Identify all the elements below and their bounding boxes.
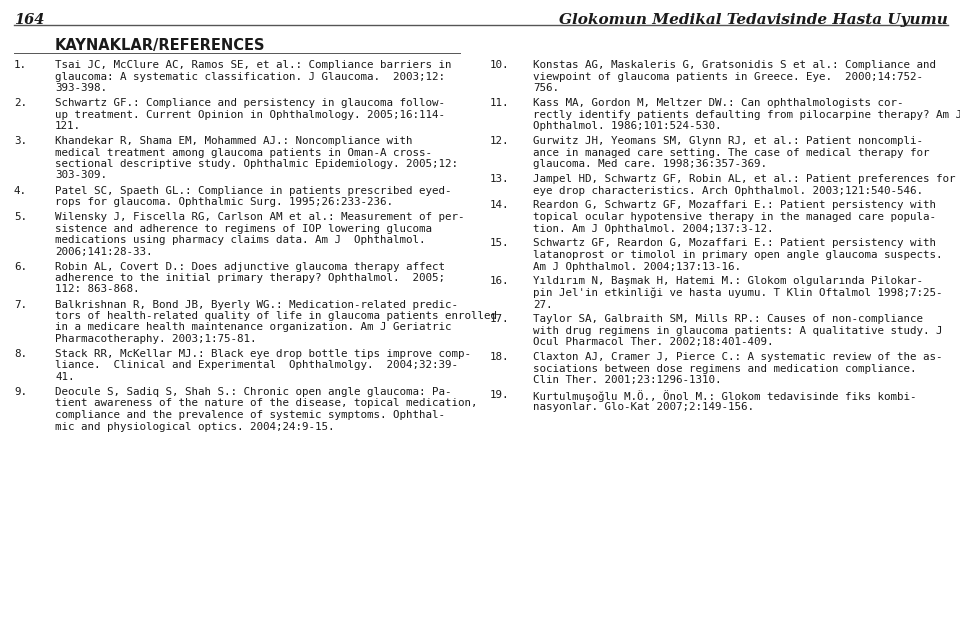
Text: nasyonlar. Glo-Kat 2007;2:149-156.: nasyonlar. Glo-Kat 2007;2:149-156. <box>533 402 754 412</box>
Text: Kass MA, Gordon M, Meltzer DW.: Can ophthalmologists cor-: Kass MA, Gordon M, Meltzer DW.: Can opht… <box>533 98 903 108</box>
Text: Claxton AJ, Cramer J, Pierce C.: A systematic review of the as-: Claxton AJ, Cramer J, Pierce C.: A syste… <box>533 352 943 363</box>
Text: KAYNAKLAR/REFERENCES: KAYNAKLAR/REFERENCES <box>55 38 266 53</box>
Text: 303-309.: 303-309. <box>55 171 107 180</box>
Text: sociations between dose regimens and medication compliance.: sociations between dose regimens and med… <box>533 364 917 374</box>
Text: Schwartz GF, Reardon G, Mozaffari E.: Patient persistency with: Schwartz GF, Reardon G, Mozaffari E.: Pa… <box>533 239 936 248</box>
Text: 6.: 6. <box>14 262 27 272</box>
Text: 164: 164 <box>14 13 44 27</box>
Text: Balkrishnan R, Bond JB, Byerly WG.: Medication-related predic-: Balkrishnan R, Bond JB, Byerly WG.: Medi… <box>55 300 458 309</box>
Text: 8.: 8. <box>14 349 27 359</box>
Text: Ophthalmol. 1986;101:524-530.: Ophthalmol. 1986;101:524-530. <box>533 121 722 131</box>
Text: adherence to the initial primary therapy? Ophthalmol.  2005;: adherence to the initial primary therapy… <box>55 273 445 283</box>
Text: Gurwitz JH, Yeomans SM, Glynn RJ, et al.: Patient noncompli-: Gurwitz JH, Yeomans SM, Glynn RJ, et al.… <box>533 136 923 146</box>
Text: eye drop characteristics. Arch Ophthalmol. 2003;121:540-546.: eye drop characteristics. Arch Ophthalmo… <box>533 185 923 196</box>
Text: latanoprost or timolol in primary open angle glaucoma suspects.: latanoprost or timolol in primary open a… <box>533 250 943 260</box>
Text: Schwartz GF.: Compliance and persistency in glaucoma follow-: Schwartz GF.: Compliance and persistency… <box>55 98 445 108</box>
Text: 4.: 4. <box>14 185 27 196</box>
Text: liance.  Clinical and Experimental  Ophthalmolgy.  2004;32:39-: liance. Clinical and Experimental Ophtha… <box>55 361 458 370</box>
Text: tion. Am J Ophthalmol. 2004;137:3-12.: tion. Am J Ophthalmol. 2004;137:3-12. <box>533 224 774 234</box>
Text: tient awareness of the nature of the disease, topical medication,: tient awareness of the nature of the dis… <box>55 399 477 408</box>
Text: 10.: 10. <box>490 60 510 70</box>
Text: Deocule S, Sadiq S, Shah S.: Chronic open angle glaucoma: Pa-: Deocule S, Sadiq S, Shah S.: Chronic ope… <box>55 387 451 397</box>
Text: glaucoma. Med care. 1998;36:357-369.: glaucoma. Med care. 1998;36:357-369. <box>533 159 767 169</box>
Text: mic and physiological optics. 2004;24:9-15.: mic and physiological optics. 2004;24:9-… <box>55 422 334 432</box>
Text: rectly identify patients defaulting from pilocarpine therapy? Am J: rectly identify patients defaulting from… <box>533 109 960 119</box>
Text: Wilensky J, Fiscella RG, Carlson AM et al.: Measurement of per-: Wilensky J, Fiscella RG, Carlson AM et a… <box>55 212 465 222</box>
Text: in a medicare health maintenance organization. Am J Geriatric: in a medicare health maintenance organiz… <box>55 323 451 333</box>
Text: 17.: 17. <box>490 314 510 324</box>
Text: 19.: 19. <box>490 391 510 401</box>
Text: compliance and the prevalence of systemic symptoms. Ophthal-: compliance and the prevalence of systemi… <box>55 410 445 420</box>
Text: Am J Ophthalmol. 2004;137:13-16.: Am J Ophthalmol. 2004;137:13-16. <box>533 262 741 272</box>
Text: 16.: 16. <box>490 276 510 286</box>
Text: Ocul Pharmacol Ther. 2002;18:401-409.: Ocul Pharmacol Ther. 2002;18:401-409. <box>533 337 774 347</box>
Text: glaucoma: A systematic classification. J Glaucoma.  2003;12:: glaucoma: A systematic classification. J… <box>55 72 445 81</box>
Text: Glokomun Medikal Tedavisinde Hasta Uyumu: Glokomun Medikal Tedavisinde Hasta Uyumu <box>559 13 948 27</box>
Text: 2.: 2. <box>14 98 27 108</box>
Text: topical ocular hypotensive therapy in the managed care popula-: topical ocular hypotensive therapy in th… <box>533 212 936 222</box>
Text: Tsai JC, McClure AC, Ramos SE, et al.: Compliance barriers in: Tsai JC, McClure AC, Ramos SE, et al.: C… <box>55 60 451 70</box>
Text: sistence and adherence to regimens of IOP lowering glucoma: sistence and adherence to regimens of IO… <box>55 224 432 234</box>
Text: Jampel HD, Schwartz GF, Robin AL, et al.: Patient preferences for: Jampel HD, Schwartz GF, Robin AL, et al.… <box>533 174 955 184</box>
Text: medications using pharmacy claims data. Am J  Ophthalmol.: medications using pharmacy claims data. … <box>55 235 425 245</box>
Text: Taylor SA, Galbraith SM, Mills RP.: Causes of non-compliance: Taylor SA, Galbraith SM, Mills RP.: Caus… <box>533 314 923 324</box>
Text: 18.: 18. <box>490 352 510 363</box>
Text: sectional descriptive study. Ophthalmic Epidemiology. 2005;12:: sectional descriptive study. Ophthalmic … <box>55 159 458 169</box>
Text: 12.: 12. <box>490 136 510 146</box>
Text: ance in managed care setting. The case of medical therapy for: ance in managed care setting. The case o… <box>533 147 929 157</box>
Text: viewpoint of glaucoma patients in Greece. Eye.  2000;14:752-: viewpoint of glaucoma patients in Greece… <box>533 72 923 81</box>
Text: medical treatment among glaucoma patients in Oman-A cross-: medical treatment among glaucoma patient… <box>55 147 432 157</box>
Text: Kurtulmuşoğlu M.Ö., Önol M.: Glokom tedavisinde fiks kombi-: Kurtulmuşoğlu M.Ö., Önol M.: Glokom teda… <box>533 391 917 403</box>
Text: 756.: 756. <box>533 83 559 93</box>
Text: 393-398.: 393-398. <box>55 83 107 93</box>
Text: 1.: 1. <box>14 60 27 70</box>
Text: Clin Ther. 2001;23:1296-1310.: Clin Ther. 2001;23:1296-1310. <box>533 375 722 385</box>
Text: 15.: 15. <box>490 239 510 248</box>
Text: 13.: 13. <box>490 174 510 184</box>
Text: 3.: 3. <box>14 136 27 146</box>
Text: 7.: 7. <box>14 300 27 309</box>
Text: Stack RR, McKellar MJ.: Black eye drop bottle tips improve comp-: Stack RR, McKellar MJ.: Black eye drop b… <box>55 349 471 359</box>
Text: up treatment. Current Opinion in Ophthalmology. 2005;16:114-: up treatment. Current Opinion in Ophthal… <box>55 109 445 119</box>
Text: Pharmacotheraphy. 2003;1:75-81.: Pharmacotheraphy. 2003;1:75-81. <box>55 334 256 344</box>
Text: 112: 863-868.: 112: 863-868. <box>55 284 139 295</box>
Text: tors of health-related quality of life in glaucoma patients enrolled: tors of health-related quality of life i… <box>55 311 497 321</box>
Text: 121.: 121. <box>55 121 81 131</box>
Text: Konstas AG, Maskaleris G, Gratsonidis S et al.: Compliance and: Konstas AG, Maskaleris G, Gratsonidis S … <box>533 60 936 70</box>
Text: 11.: 11. <box>490 98 510 108</box>
Text: 14.: 14. <box>490 201 510 210</box>
Text: 5.: 5. <box>14 212 27 222</box>
Text: 2006;141:28-33.: 2006;141:28-33. <box>55 246 153 257</box>
Text: 9.: 9. <box>14 387 27 397</box>
Text: Reardon G, Schwartz GF, Mozaffari E.: Patient persistency with: Reardon G, Schwartz GF, Mozaffari E.: Pa… <box>533 201 936 210</box>
Text: Khandekar R, Shama EM, Mohammed AJ.: Noncompliance with: Khandekar R, Shama EM, Mohammed AJ.: Non… <box>55 136 413 146</box>
Text: Robin AL, Covert D.: Does adjunctive glaucoma therapy affect: Robin AL, Covert D.: Does adjunctive gla… <box>55 262 445 272</box>
Text: 27.: 27. <box>533 300 553 309</box>
Text: Patel SC, Spaeth GL.: Compliance in patients prescribed eyed-: Patel SC, Spaeth GL.: Compliance in pati… <box>55 185 451 196</box>
Text: pin Jel'in etkinliği ve hasta uyumu. T Klin Oftalmol 1998;7:25-: pin Jel'in etkinliği ve hasta uyumu. T K… <box>533 288 943 298</box>
Text: Yıldırım N, Başmak H, Hatemi M.: Glokom olgularında Pilokar-: Yıldırım N, Başmak H, Hatemi M.: Glokom … <box>533 276 923 286</box>
Text: rops for glaucoma. Ophthalmic Surg. 1995;26:233-236.: rops for glaucoma. Ophthalmic Surg. 1995… <box>55 197 393 207</box>
Text: with drug regimens in glaucoma patients: A qualitative study. J: with drug regimens in glaucoma patients:… <box>533 326 943 336</box>
Text: 41.: 41. <box>55 372 75 382</box>
